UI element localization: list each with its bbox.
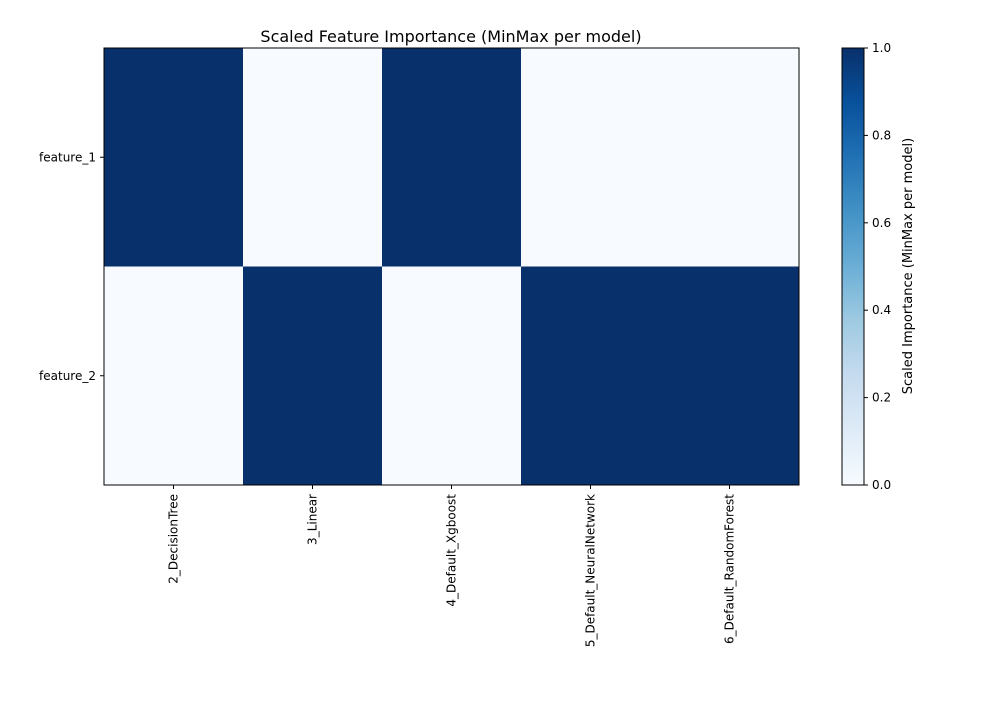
heatmap-cell: [104, 266, 244, 486]
x-tick-label: 6_Default_RandomForest: [723, 494, 737, 644]
heatmap-cell: [660, 48, 800, 267]
x-tick-label: 5_Default_NeuralNetwork: [584, 494, 598, 647]
colorbar-tick-label: 0.0: [872, 478, 891, 492]
colorbar-ticks: 0.0 0.2 0.4 0.6 0.8 1.0: [864, 41, 891, 492]
heatmap-cell: [382, 48, 522, 267]
heatmap-cell: [382, 266, 522, 486]
y-tick-label: feature_2: [39, 369, 96, 383]
chart-title: Scaled Feature Importance (MinMax per mo…: [260, 27, 641, 46]
colorbar-tick-label: 0.8: [872, 128, 891, 142]
heatmap-cell: [243, 48, 383, 267]
x-tick-label: 3_Linear: [306, 494, 320, 545]
x-axis: 2_DecisionTree 3_Linear 4_Default_Xgboost 5…: [167, 485, 737, 647]
y-axis: feature_1 feature_2: [39, 150, 104, 383]
heatmap-cell: [660, 266, 800, 486]
heatmap-cell: [243, 266, 383, 486]
heatmap-cell: [521, 266, 661, 486]
heatmap-cells: [104, 48, 800, 486]
y-tick-label: feature_1: [39, 150, 96, 164]
colorbar-tick-label: 0.4: [872, 303, 891, 317]
x-tick-label: 4_Default_Xgboost: [445, 494, 459, 607]
x-tick-label: 2_DecisionTree: [167, 494, 181, 584]
heatmap-cell: [104, 48, 244, 267]
heatmap-cell: [521, 48, 661, 267]
colorbar-label: Scaled Importance (MinMax per model): [901, 138, 916, 394]
colorbar-tick-label: 0.2: [872, 391, 891, 405]
colorbar-tick-label: 1.0: [872, 41, 891, 55]
colorbar-tick-label: 0.6: [872, 216, 891, 230]
colorbar: [841, 47, 865, 486]
